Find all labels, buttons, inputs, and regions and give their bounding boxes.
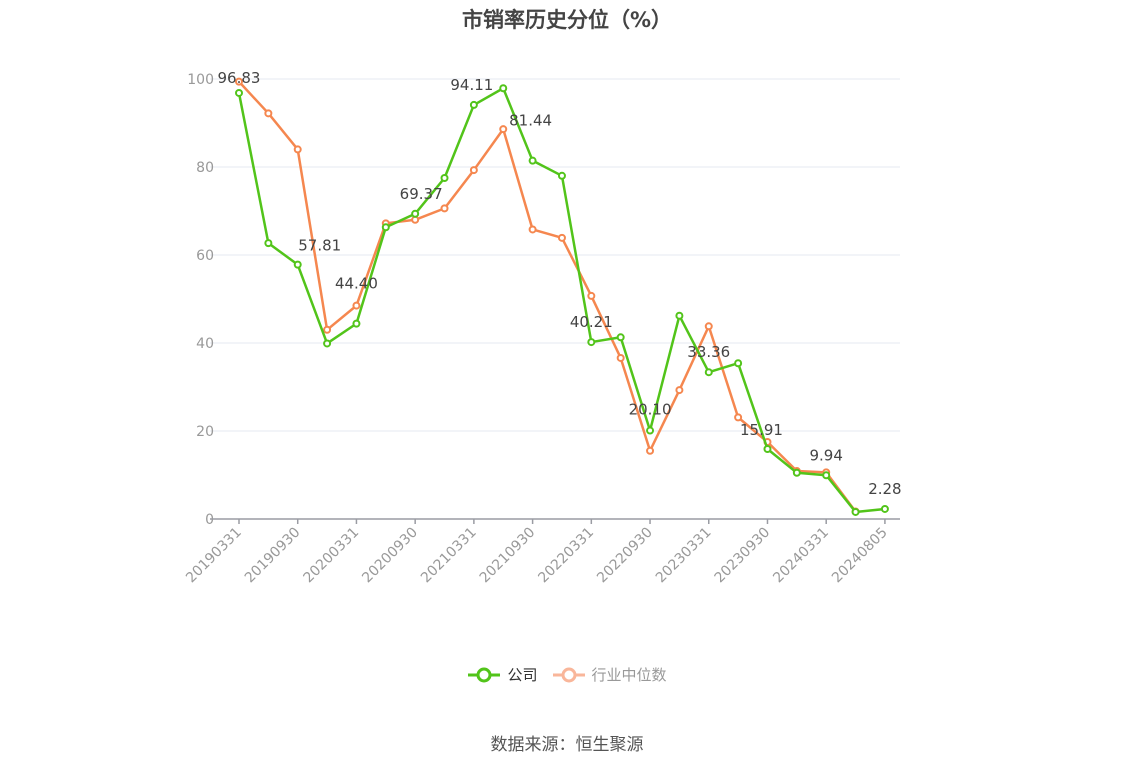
data-source-note: 数据来源：恒生聚源 bbox=[490, 735, 644, 755]
data-label: 57.81 bbox=[298, 237, 341, 255]
data-point[interactable] bbox=[734, 413, 743, 422]
data-point[interactable] bbox=[675, 311, 684, 320]
data-label: 69.37 bbox=[400, 185, 443, 203]
data-label: 9.94 bbox=[809, 446, 842, 464]
data-point[interactable] bbox=[557, 233, 566, 242]
data-label: 40.21 bbox=[570, 313, 613, 331]
data-point[interactable] bbox=[293, 260, 302, 269]
x-tick-label: 20210331 bbox=[418, 525, 480, 587]
data-point[interactable] bbox=[557, 171, 566, 180]
y-tick-label: 60 bbox=[196, 248, 214, 264]
x-tick-label: 20190930 bbox=[242, 525, 304, 587]
data-point[interactable] bbox=[235, 88, 243, 97]
data-label: 81.44 bbox=[509, 112, 552, 130]
data-point[interactable] bbox=[528, 156, 537, 165]
data-point[interactable] bbox=[646, 426, 655, 435]
data-point[interactable] bbox=[704, 322, 713, 331]
data-label: 33.36 bbox=[687, 343, 730, 361]
data-point[interactable] bbox=[646, 446, 655, 455]
data-point[interactable] bbox=[352, 319, 361, 328]
legend-item-industry-median[interactable]: 行业中位数 bbox=[552, 664, 667, 685]
legend-marker-company-icon bbox=[468, 667, 501, 682]
legend-item-company[interactable]: 公司 bbox=[467, 664, 538, 685]
data-point[interactable] bbox=[763, 444, 772, 453]
legend: 公司 行业中位数 bbox=[0, 664, 1134, 685]
data-point[interactable] bbox=[381, 223, 390, 232]
data-label: 15.91 bbox=[740, 421, 783, 439]
data-point[interactable] bbox=[411, 209, 420, 218]
x-tick-label: 20200930 bbox=[359, 525, 421, 587]
y-tick-label: 0 bbox=[205, 512, 214, 528]
y-tick-label: 20 bbox=[196, 424, 214, 440]
data-point[interactable] bbox=[675, 386, 684, 395]
data-point[interactable] bbox=[499, 84, 508, 93]
y-axis: 0 20 40 60 80 100 bbox=[187, 72, 214, 528]
data-point[interactable] bbox=[616, 333, 625, 342]
data-point[interactable] bbox=[822, 471, 831, 480]
data-point[interactable] bbox=[323, 325, 332, 334]
data-point[interactable] bbox=[469, 100, 478, 109]
legend-marker-industry-icon bbox=[552, 667, 585, 682]
x-tick-label: 20220930 bbox=[594, 525, 656, 587]
data-point[interactable] bbox=[440, 174, 449, 182]
x-axis: 2019033120190930202003312020093020210331… bbox=[183, 518, 900, 587]
series-company[interactable] bbox=[235, 84, 889, 516]
data-point[interactable] bbox=[528, 225, 537, 234]
x-tick-label: 20240805 bbox=[829, 525, 891, 587]
data-point[interactable] bbox=[616, 353, 625, 362]
x-tick-label: 20200331 bbox=[301, 525, 363, 587]
data-label: 20.10 bbox=[629, 401, 672, 419]
data-point[interactable] bbox=[880, 504, 889, 513]
data-labels: 96.83 57.81 44.40 69.37 94.11 81.44 40.21 20.10… bbox=[218, 69, 902, 498]
data-point[interactable] bbox=[469, 166, 478, 175]
x-tick-label: 20210930 bbox=[477, 525, 539, 587]
data-point[interactable] bbox=[499, 125, 508, 134]
x-tick-label: 20190331 bbox=[183, 525, 245, 587]
data-label: 96.83 bbox=[218, 69, 261, 87]
y-tick-label: 100 bbox=[187, 72, 214, 88]
x-tick-label: 20240331 bbox=[770, 525, 832, 587]
data-point[interactable] bbox=[293, 145, 302, 154]
y-tick-label: 40 bbox=[196, 336, 214, 352]
data-label: 44.40 bbox=[335, 275, 378, 293]
data-point[interactable] bbox=[264, 109, 273, 118]
data-label: 94.11 bbox=[450, 76, 493, 94]
data-point[interactable] bbox=[851, 507, 860, 516]
gridlines bbox=[210, 78, 900, 432]
data-point[interactable] bbox=[704, 368, 713, 377]
x-tick-label: 20230331 bbox=[653, 525, 715, 587]
data-point[interactable] bbox=[352, 301, 361, 310]
x-tick-label: 20230930 bbox=[712, 525, 774, 587]
y-tick-label: 80 bbox=[196, 160, 214, 176]
data-point[interactable] bbox=[264, 239, 273, 248]
data-point[interactable] bbox=[734, 359, 743, 368]
data-point[interactable] bbox=[440, 204, 449, 213]
data-label: 2.28 bbox=[868, 480, 901, 498]
data-point[interactable] bbox=[235, 77, 243, 86]
legend-label-company: 公司 bbox=[507, 666, 538, 684]
x-tick-label: 20220331 bbox=[535, 525, 597, 587]
data-point[interactable] bbox=[587, 291, 596, 300]
legend-label-industry-median: 行业中位数 bbox=[591, 666, 667, 684]
chart-title: 市销率历史分位（%） bbox=[461, 8, 673, 32]
data-point[interactable] bbox=[323, 339, 332, 348]
data-point[interactable] bbox=[792, 468, 801, 477]
data-point[interactable] bbox=[587, 338, 596, 347]
